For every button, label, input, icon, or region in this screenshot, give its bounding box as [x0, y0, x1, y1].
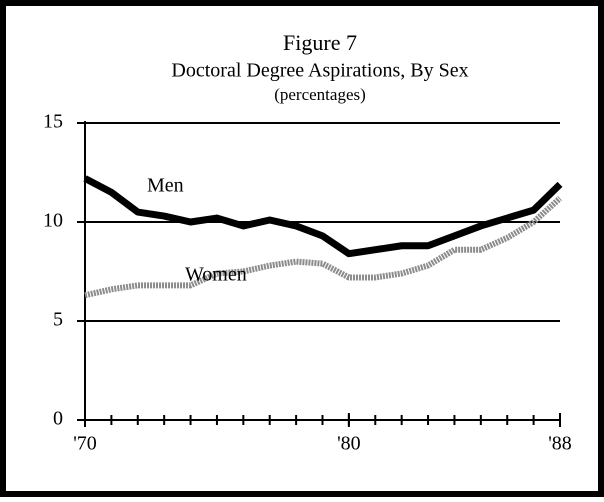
- chart-title: Figure 7: [283, 30, 357, 55]
- series-line: [84, 196, 563, 299]
- series-label: Women: [185, 264, 247, 286]
- y-tick-label: 5: [53, 309, 63, 331]
- series-label: Men: [147, 175, 184, 197]
- series-line: [83, 175, 563, 258]
- x-tick-label: '80: [337, 433, 361, 455]
- y-tick-label: 15: [43, 111, 63, 133]
- y-tick-label: 10: [43, 210, 63, 232]
- y-tick-label: 0: [53, 408, 63, 430]
- unit-label: (percentages): [274, 85, 366, 104]
- x-tick-label: '70: [73, 433, 97, 455]
- x-tick-label: '88: [548, 433, 572, 455]
- chart-subtitle: Doctoral Degree Aspirations, By Sex: [171, 60, 468, 82]
